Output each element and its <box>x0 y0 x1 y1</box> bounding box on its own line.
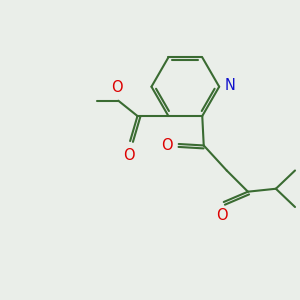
Text: O: O <box>217 208 228 224</box>
Text: O: O <box>161 138 173 153</box>
Text: O: O <box>123 148 134 163</box>
Text: O: O <box>111 80 123 95</box>
Text: N: N <box>224 78 236 93</box>
